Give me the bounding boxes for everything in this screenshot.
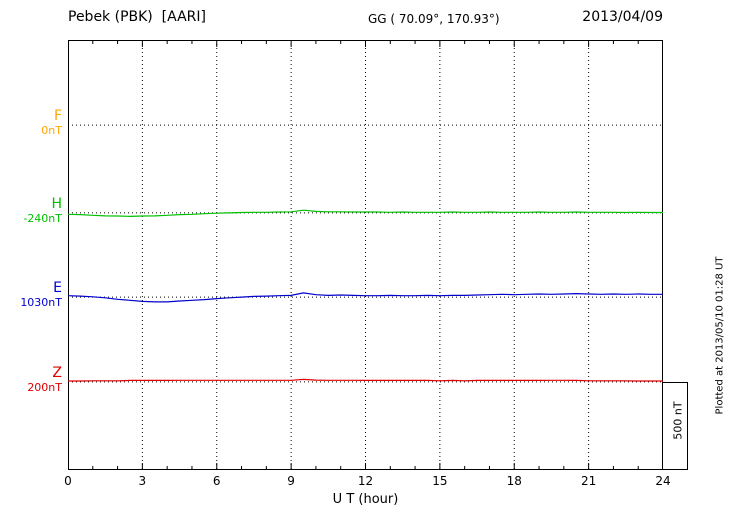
series-label-f: F 0nT [2, 109, 62, 136]
x-tick-label: 15 [432, 474, 448, 488]
x-tick-label: 3 [138, 474, 147, 488]
x-tick-label: 6 [212, 474, 221, 488]
x-tick-label: 24 [655, 474, 671, 488]
series-label-e: E 1030nT [2, 281, 62, 308]
magnetogram-plot [67, 40, 664, 470]
series-label-z: Z 200nT [2, 366, 62, 393]
geographic-coordinates: GG ( 70.09°, 170.93°) [368, 12, 500, 26]
x-tick-label: 18 [506, 474, 522, 488]
x-axis-labels: 0 3 6 9 12 15 18 21 24 [64, 474, 670, 490]
series-letter-h: H [51, 196, 62, 212]
series-baseline-h: -240nT [23, 212, 62, 225]
series-baseline-e: 1030nT [20, 296, 62, 309]
series-label-h: H -240nT [2, 197, 62, 224]
plotted-at-note: Plotted at 2013/05/10 01:28 UT [714, 256, 726, 415]
x-tick-label: 9 [287, 474, 295, 488]
x-axis-title: U T (hour) [332, 492, 399, 507]
series-letter-e: E [53, 280, 62, 296]
scale-bar-vertical-line [687, 382, 688, 470]
x-tick-label: 12 [357, 474, 374, 488]
scale-bar-top-line [663, 382, 688, 383]
scale-bar-bottom-line [663, 469, 688, 470]
station-title: Pebek (PBK) [AARI] [68, 9, 206, 25]
scale-bar-label: 500 nT [671, 401, 685, 440]
series-letter-f: F [53, 108, 62, 124]
series-letter-z: Z [52, 365, 62, 381]
plot-date: 2013/04/09 [582, 9, 663, 25]
x-tick-label: 0 [64, 474, 72, 488]
plot-area [67, 40, 664, 470]
x-tick-label: 21 [580, 474, 597, 488]
series-baseline-f: 0nT [41, 124, 62, 137]
series-baseline-z: 200nT [27, 381, 62, 394]
